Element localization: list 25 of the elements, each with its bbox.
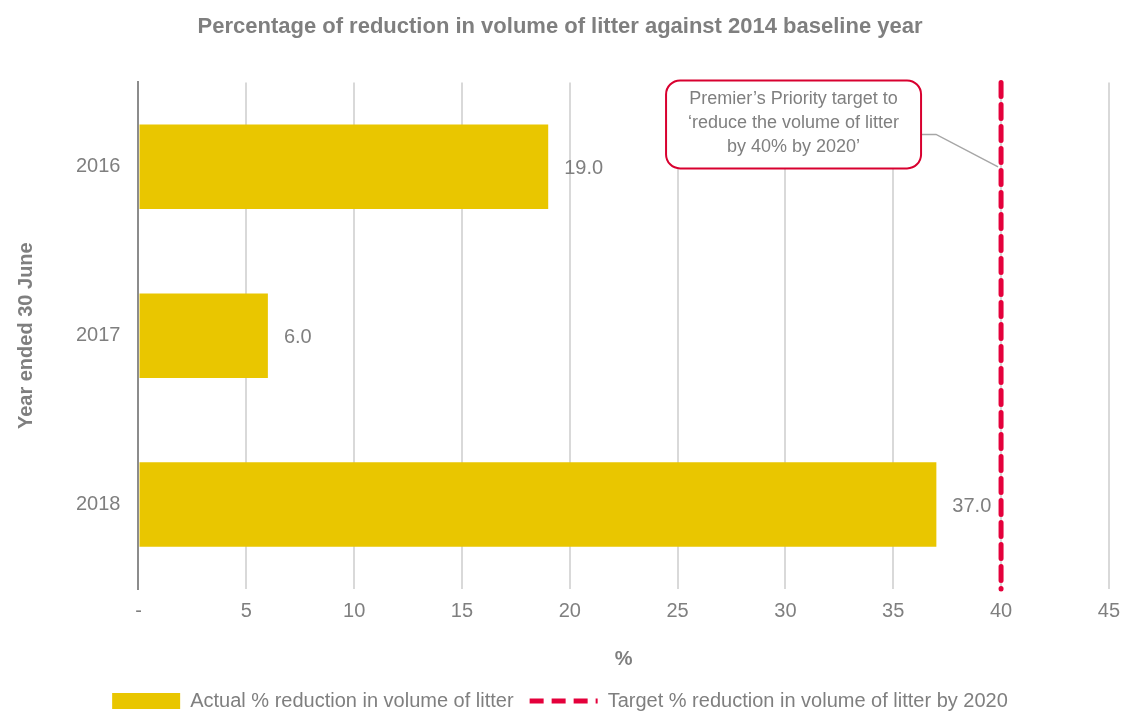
x-tick-label: 15 bbox=[450, 598, 474, 621]
annotation: Premier’s Priority target to ‘reduce the volume of litter by 40% by 2020’ bbox=[688, 88, 900, 157]
x-axis-title: % bbox=[614, 646, 633, 669]
legend-label: Actual % reduction in volume of litter bbox=[190, 688, 514, 711]
y-tick-label: 2017 bbox=[75, 323, 121, 346]
x-tick-label: 40 bbox=[989, 598, 1013, 621]
legend-label: Target % reduction in volume of litter by 2020 bbox=[607, 688, 1008, 711]
x-tick-label: - bbox=[135, 598, 142, 621]
x-tick-label: 25 bbox=[666, 598, 689, 621]
chart-title: Percentage of reduction in volume of litter against 2014 baseline year bbox=[197, 13, 923, 39]
x-tick-label: 45 bbox=[1097, 598, 1120, 621]
bar bbox=[139, 462, 937, 547]
bar bbox=[139, 293, 268, 378]
data-label: 19.0 bbox=[564, 156, 604, 179]
x-tick-label: 5 bbox=[240, 598, 252, 621]
x-tick-label: 30 bbox=[774, 598, 797, 621]
y-tick-label: 2016 bbox=[75, 154, 121, 177]
x-tick-label: 35 bbox=[882, 598, 905, 621]
bar bbox=[139, 124, 549, 210]
x-tick-label: 10 bbox=[343, 598, 366, 621]
x-tick-label: 20 bbox=[558, 598, 581, 621]
data-label: 6.0 bbox=[283, 325, 312, 348]
y-tick-label: 2018 bbox=[75, 492, 121, 515]
y-axis-title: Year ended 30 June bbox=[13, 242, 36, 430]
data-label: 37.0 bbox=[952, 494, 992, 517]
